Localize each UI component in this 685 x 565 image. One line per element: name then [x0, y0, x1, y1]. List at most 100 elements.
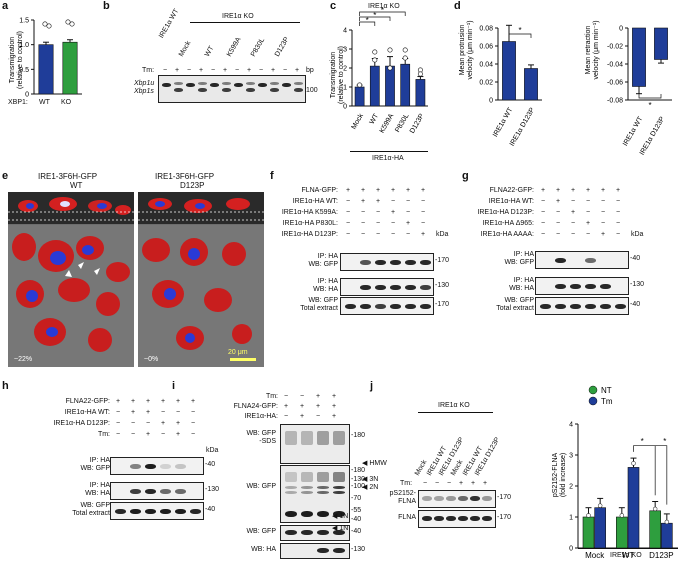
b-lane-wt: WT: [203, 45, 216, 58]
panel_f-sign: −: [375, 209, 381, 216]
panel_i-arrow-label: ◀ 1N: [332, 525, 349, 532]
chart-c-sig-bracket: [359, 21, 376, 26]
panel_f-band: [360, 259, 371, 265]
panel_h-mw: -40: [205, 461, 216, 468]
chart-j-sig-bracket: [633, 445, 668, 505]
panel_g-sign: −: [570, 220, 576, 227]
panel_f-sign: +: [405, 220, 411, 227]
chart-j-ytick-label: 1: [569, 515, 573, 522]
b-header-wt: IRE1α WT: [158, 7, 181, 40]
chart-c-bar: [400, 63, 411, 107]
chart-a-ytick-label: 0: [25, 92, 29, 99]
b-gel-band: [270, 88, 279, 92]
e-scale-label: 20 μm: [228, 349, 248, 356]
chart-d-right-ytick-label: 0: [619, 26, 623, 33]
panel_h-sign: −: [130, 431, 136, 438]
panel_i-blot-label: WB: HA: [251, 546, 276, 553]
panel_f-sign: +: [390, 209, 396, 216]
panel_h-blot-label: IP: HA: [89, 482, 110, 489]
panel_f-band: [420, 303, 431, 309]
e-title-left: IRE1-3F6H-GFP: [38, 172, 98, 181]
b-ko-line: [190, 22, 300, 23]
panel_f-blot-label: WB: GFP: [308, 297, 338, 304]
chart-j-sig-star: *: [641, 437, 644, 446]
b-tm-sign: +: [270, 67, 276, 74]
chart-d-left-ytick-label: 0.04: [479, 62, 493, 69]
panel_f-blot: [340, 278, 434, 296]
panel_i-mw: -130: [351, 546, 366, 553]
panel_g-sign: +: [600, 231, 606, 238]
j-blot: [418, 490, 496, 508]
e-sub-left: WT: [70, 181, 83, 190]
j-band: [470, 516, 480, 521]
panel_f-mw: -130: [435, 282, 450, 289]
b-tm-sign: −: [282, 67, 288, 74]
panel_h-mw: -40: [205, 506, 216, 513]
panel_f-sign: −: [405, 231, 411, 238]
j-tm-sign: −: [446, 480, 452, 487]
panel_h-sign: −: [115, 431, 121, 438]
c-header: IRE1α KO: [368, 3, 400, 10]
chart-a-ytick-label: 1.5: [19, 18, 29, 25]
panel_f-band: [390, 303, 401, 309]
panel_h-blot-label: WB: GFP: [80, 502, 110, 509]
panel_h-blot-label: Total extract: [72, 510, 110, 517]
chart-a: Transmigration (relative to control) 0 0.…: [9, 18, 82, 99]
panel_f-sign: −: [420, 220, 426, 227]
chart-a-point: [42, 21, 48, 27]
j-tm-sign: −: [434, 480, 440, 487]
chart-a-bar: [62, 41, 78, 95]
e-d123p-cells: [138, 192, 264, 367]
panel_g-blot-label: IP: HA: [513, 277, 534, 284]
panel_g-sign: −: [600, 209, 606, 216]
panel_g-row-label: IRE1α-HA Δ965:: [482, 220, 534, 227]
j-header-line: [418, 412, 493, 413]
chart-c-point: [417, 71, 423, 77]
panel_g-band: [555, 257, 566, 263]
panel_f-sign: −: [390, 231, 396, 238]
panel_f-band: [405, 284, 416, 290]
panel-label-a: a: [2, 0, 9, 12]
panel_f-band: [360, 303, 371, 309]
chart-d-left-ytick-label: 0.06: [479, 44, 493, 51]
j-band: [422, 496, 432, 501]
e-wt-cells: [8, 192, 134, 367]
panel_i-mw: -100: [351, 483, 366, 490]
panel_f-mw: -170: [435, 257, 450, 264]
panel_g-blot-label: WB: HA: [509, 285, 534, 292]
panel_f-sign: −: [420, 209, 426, 216]
panel_f-sign: +: [345, 187, 351, 194]
panel_g-sign: −: [555, 231, 561, 238]
panel_i-band: [285, 511, 297, 517]
b-gel-band: [174, 88, 183, 92]
panel_f-sign: +: [420, 231, 426, 238]
panel_i-arrow-label: ◀ HMW: [362, 460, 387, 467]
panel_g-mw: -40: [630, 255, 641, 262]
panel_h-sign: +: [175, 420, 181, 427]
b-gel-band: [270, 82, 279, 85]
panel_f-blot: [340, 253, 434, 271]
chart-d-right-ytick-label: -0.04: [607, 62, 623, 69]
panel_g-blot-label: Total extract: [496, 305, 534, 312]
panel_f-sign: −: [390, 198, 396, 205]
chart-d-left-xtick-label: IRE1α WT: [492, 106, 515, 138]
panel_f-row-label: IRE1α-HA WT:: [292, 198, 338, 205]
j-blot-label: FLNA: [398, 514, 416, 521]
panel_g-row-label: IRE1α-HA D123P:: [477, 209, 534, 216]
panel_g-kda: kDa: [631, 231, 644, 238]
chart-a-ylabel-1: Transmigration: [9, 37, 16, 84]
b-tm-sign: −: [186, 67, 192, 74]
chart-j-sig-star: *: [663, 437, 666, 446]
panel_h-row-label: FLNA22-GFP:: [65, 398, 110, 405]
chart-j-xtick-label: WT: [622, 551, 635, 560]
chart-d-right-sig-star: *: [648, 101, 651, 110]
panel_g-sign: −: [615, 231, 621, 238]
e-micrograph-wt: [8, 192, 134, 367]
panel_h-band: [145, 488, 156, 494]
chart-a-point: [46, 23, 52, 29]
panel_i-band: [333, 511, 345, 517]
panel_h-blot: [110, 482, 204, 500]
j-blot-label: FLNA: [398, 498, 416, 505]
chart-a-ytick-label: 1.0: [19, 42, 29, 49]
panel_g-sign: +: [585, 187, 591, 194]
